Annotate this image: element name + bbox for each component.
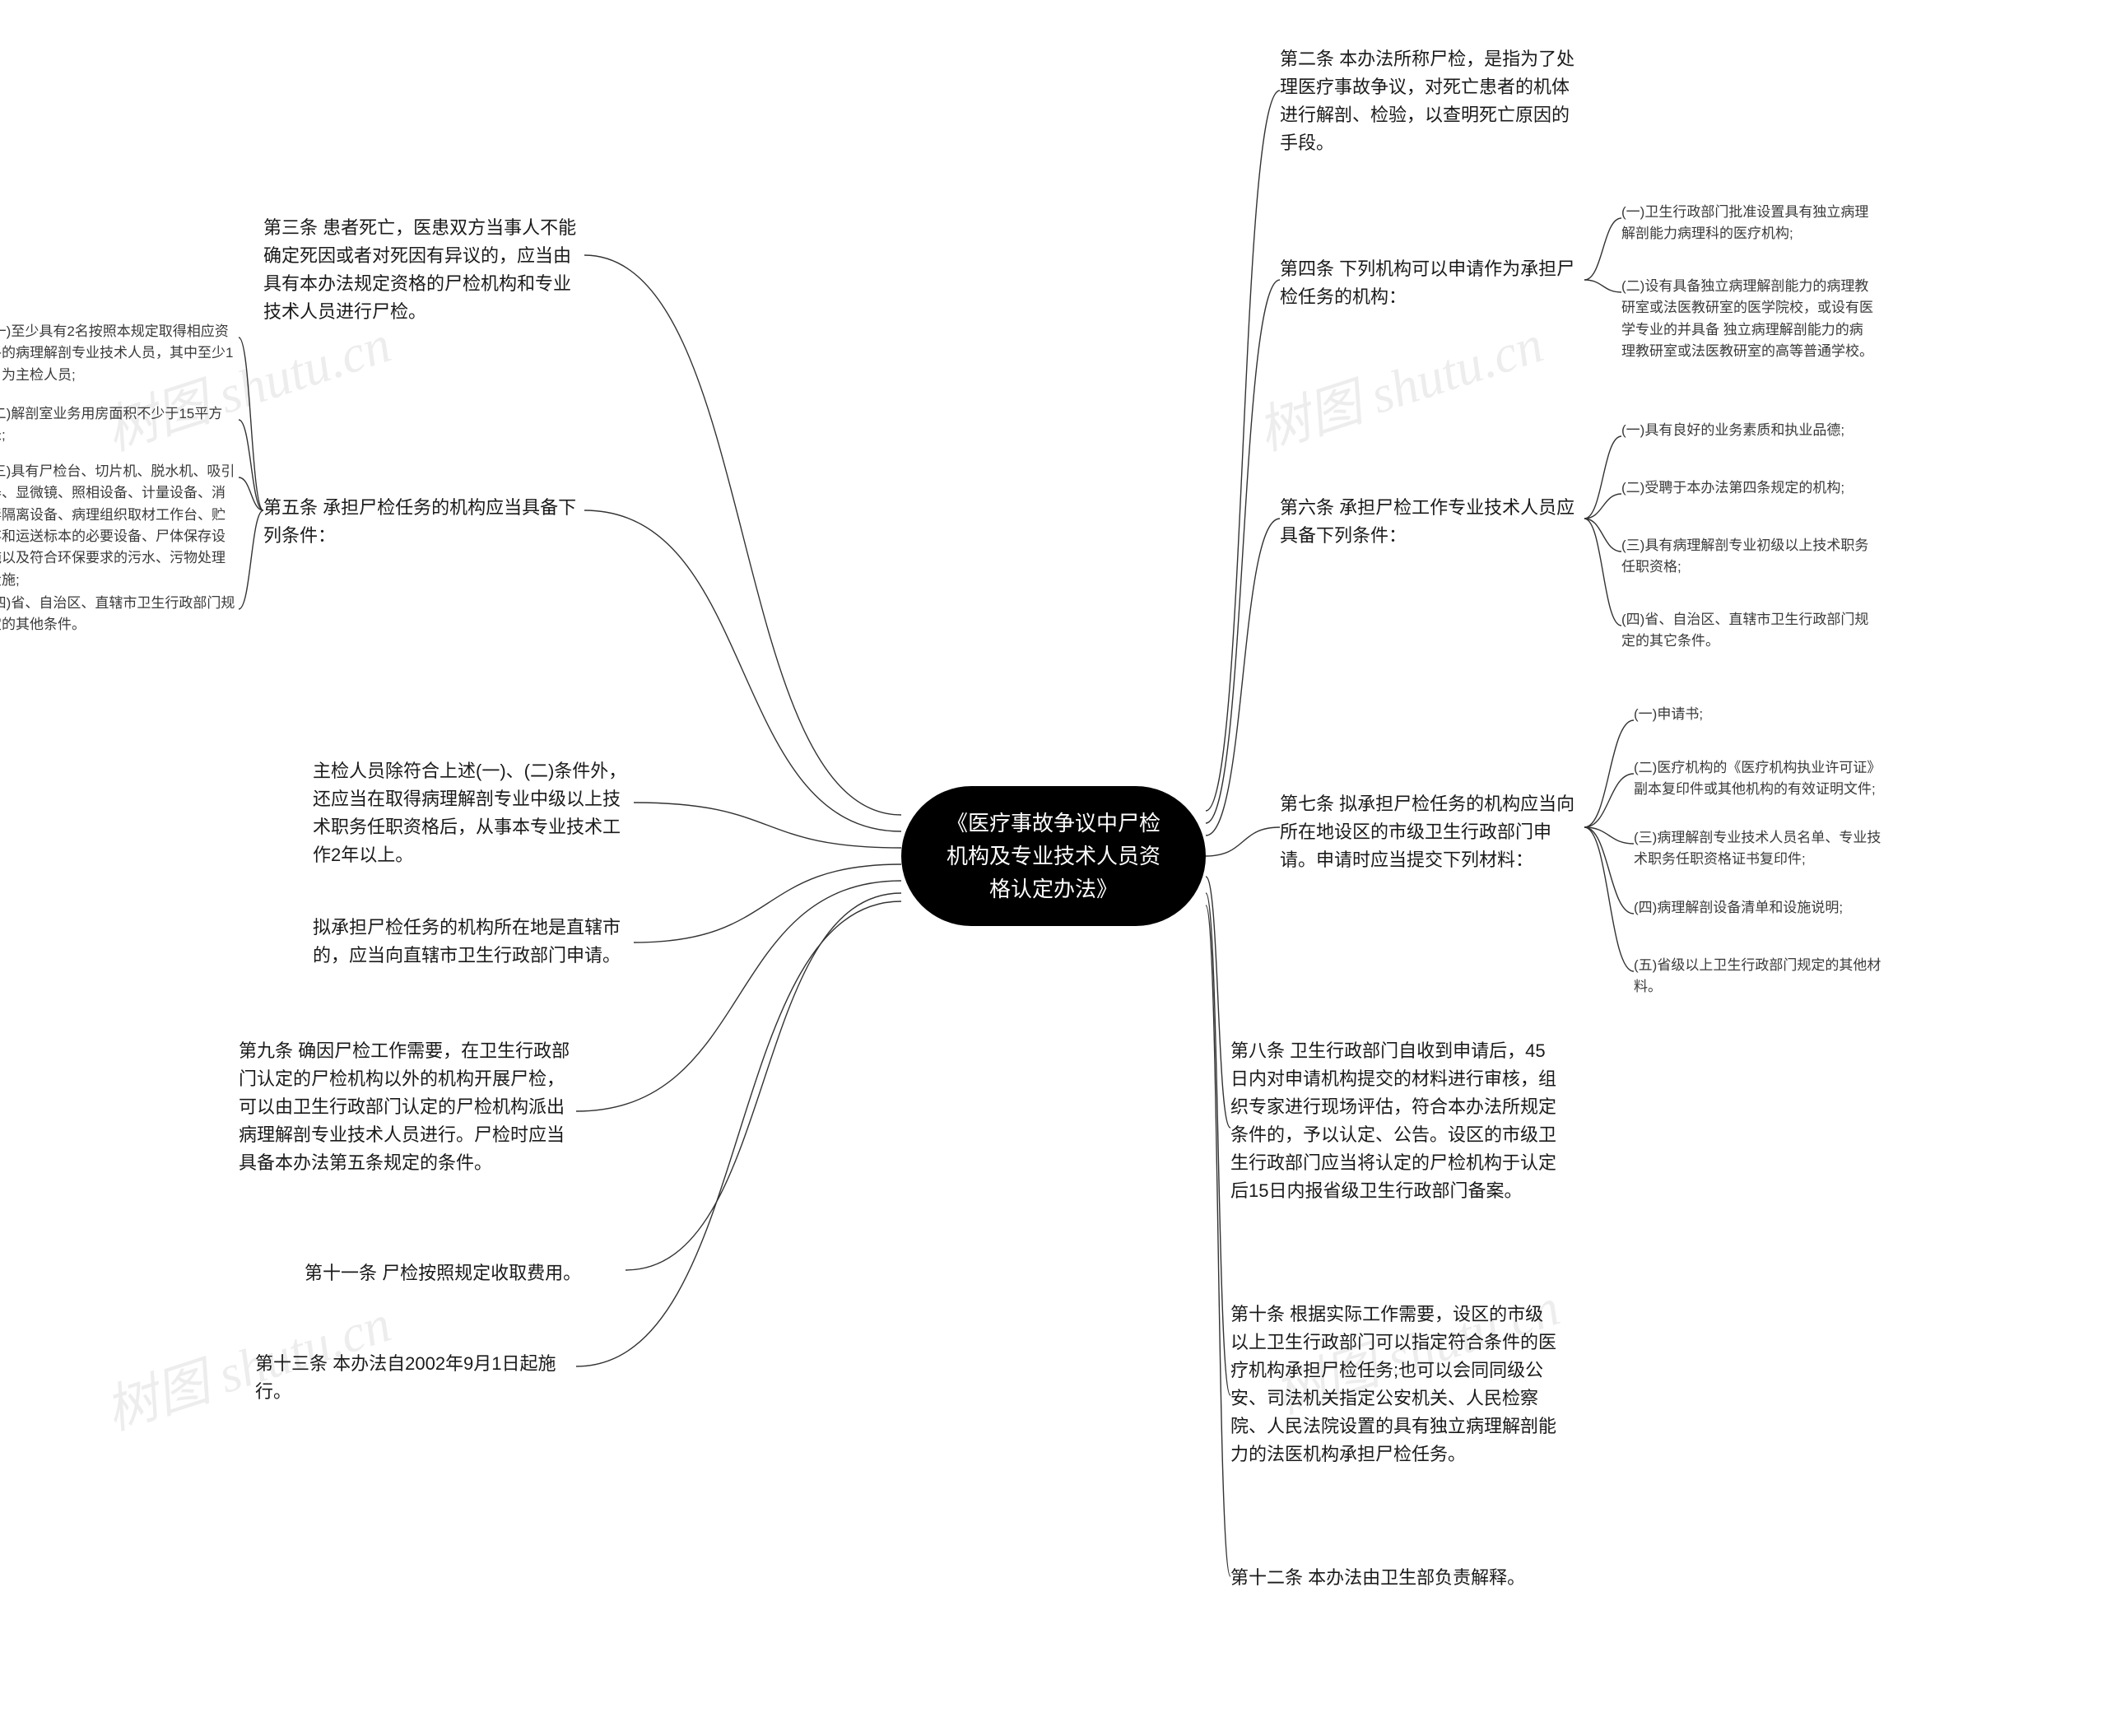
- leaf: (二)设有具备独立病理解剖能力的病理教研室或法医教研室的医学院校，或设有医学专业…: [1621, 276, 1877, 362]
- leaf: (二)解剖室业务用房面积不少于15平方米;: [0, 403, 239, 447]
- leaf: (一)卫生行政部门批准设置具有独立病理解剖能力病理科的医疗机构;: [1621, 202, 1877, 245]
- branch-L5: 第九条 确因尸检工作需要，在卫生行政部门认定的尸检机构以外的机构开展尸检，可以由…: [239, 1037, 576, 1177]
- leaf: (一)具有良好的业务素质和执业品德;: [1621, 420, 1877, 441]
- watermark: 树图 shutu.cn: [1247, 302, 1551, 465]
- branch-L3: 主检人员除符合上述(一)、(二)条件外，还应当在取得病理解剖专业中级以上技术职务…: [313, 757, 634, 869]
- leaf: (一)申请书;: [1634, 704, 1889, 725]
- leaf: (三)具有尸检台、切片机、脱水机、吸引器、显微镜、照相设备、计量设备、消毒隔离设…: [0, 461, 239, 591]
- leaf: (四)省、自治区、直辖市卫生行政部门规定的其他条件。: [0, 593, 239, 636]
- branch-R5: 第八条 卫生行政部门自收到申请后，45日内对申请机构提交的材料进行审核，组织专家…: [1230, 1037, 1560, 1206]
- branch-R7: 第十二条 本办法由卫生部负责解释。: [1230, 1564, 1568, 1592]
- center-label: 《医疗事故争议中尸检机构及专业技术人员资格认定办法》: [937, 807, 1170, 906]
- branch-R4: 第七条 拟承担尸检任务的机构应当向所在地设区的市级卫生行政部门申请。申请时应当提…: [1280, 790, 1584, 874]
- branch-L4: 拟承担尸检任务的机构所在地是直辖市的，应当向直辖市卫生行政部门申请。: [313, 914, 634, 970]
- leaf: (四)病理解剖设备清单和设施说明;: [1634, 897, 1889, 919]
- branch-R3: 第六条 承担尸检工作专业技术人员应具备下列条件：: [1280, 494, 1584, 550]
- leaf: (三)病理解剖专业技术人员名单、专业技术职务任职资格证书复印件;: [1634, 827, 1889, 871]
- branch-L6: 第十一条 尸检按照规定收取费用。: [305, 1259, 626, 1287]
- leaf: (四)省、自治区、直辖市卫生行政部门规定的其它条件。: [1621, 609, 1877, 653]
- leaf: (五)省级以上卫生行政部门规定的其他材料。: [1634, 955, 1889, 998]
- branch-L7: 第十三条 本办法自2002年9月1日起施行。: [255, 1350, 576, 1406]
- branch-R1: 第二条 本办法所称尸检，是指为了处理医疗事故争议，对死亡患者的机体进行解剖、检验…: [1280, 45, 1584, 157]
- leaf: (二)受聘于本办法第四条规定的机构;: [1621, 477, 1877, 499]
- leaf: (三)具有病理解剖专业初级以上技术职务任职资格;: [1621, 535, 1877, 579]
- leaf: (一)至少具有2名按照本规定取得相应资格的病理解剖专业技术人员，其中至少1名为主…: [0, 321, 239, 386]
- branch-L1: 第三条 患者死亡，医患双方当事人不能确定死因或者对死因有异议的，应当由具有本办法…: [263, 214, 584, 326]
- leaf: (二)医疗机构的《医疗机构执业许可证》副本复印件或其他机构的有效证明文件;: [1634, 757, 1889, 801]
- center-node: 《医疗事故争议中尸检机构及专业技术人员资格认定办法》: [901, 786, 1206, 926]
- branch-L2: 第五条 承担尸检任务的机构应当具备下列条件：: [263, 494, 584, 550]
- branch-R2: 第四条 下列机构可以申请作为承担尸检任务的机构：: [1280, 255, 1584, 311]
- branch-R6: 第十条 根据实际工作需要，设区的市级以上卫生行政部门可以指定符合条件的医疗机构承…: [1230, 1301, 1560, 1469]
